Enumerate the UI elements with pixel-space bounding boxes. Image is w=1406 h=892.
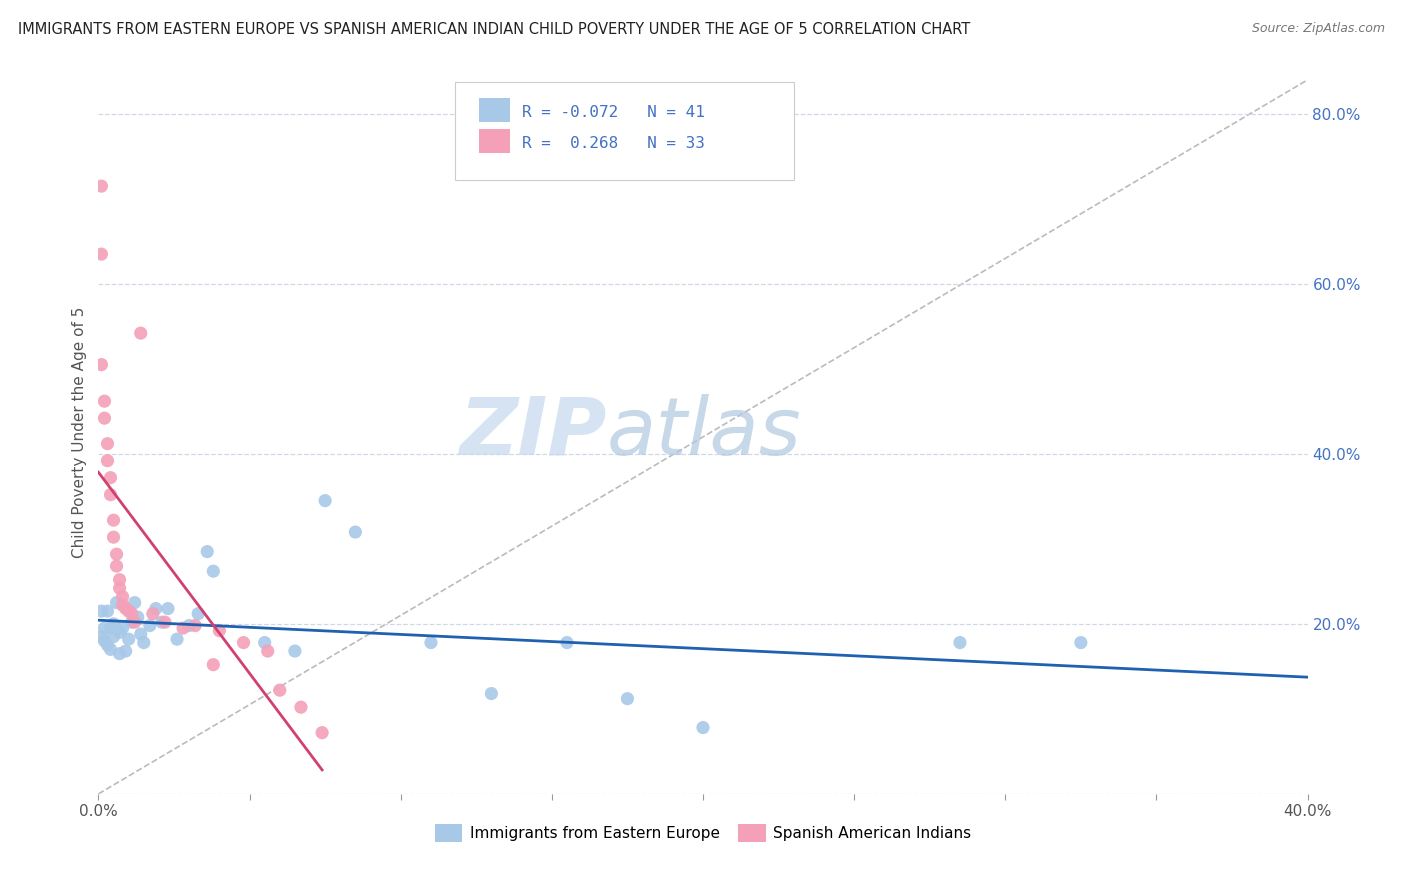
Point [114, 644, 136, 658]
Point [108, 581, 131, 595]
Point [132, 635, 155, 649]
Point [314, 493, 336, 508]
Point [311, 725, 333, 739]
Point [90, 358, 112, 372]
Point [139, 618, 162, 632]
Point [344, 524, 367, 539]
FancyBboxPatch shape [479, 129, 509, 153]
Legend: Immigrants from Eastern Europe, Spanish American Indians: Immigrants from Eastern Europe, Spanish … [429, 818, 977, 847]
Point [90, 630, 112, 644]
Point [111, 621, 134, 635]
Text: IMMIGRANTS FROM EASTERN EUROPE VS SPANISH AMERICAN INDIAN CHILD POVERTY UNDER TH: IMMIGRANTS FROM EASTERN EUROPE VS SPANIS… [18, 22, 970, 37]
Point [100, 642, 122, 657]
Point [111, 598, 134, 612]
Point [96, 436, 118, 450]
Point [692, 721, 714, 735]
Point [103, 530, 125, 544]
Text: R =  0.268   N = 33: R = 0.268 N = 33 [522, 136, 704, 151]
Point [93, 633, 115, 648]
Point [96, 453, 118, 467]
Point [121, 615, 143, 630]
Point [420, 635, 443, 649]
Point [93, 394, 115, 409]
Point [284, 644, 307, 658]
Point [232, 635, 254, 649]
Point [105, 547, 128, 561]
Point [103, 513, 125, 527]
FancyBboxPatch shape [456, 82, 793, 180]
Point [172, 621, 194, 635]
Y-axis label: Child Poverty Under the Age of 5: Child Poverty Under the Age of 5 [72, 307, 87, 558]
Point [90, 179, 112, 194]
Point [202, 657, 225, 672]
Point [103, 630, 125, 644]
Point [105, 596, 128, 610]
Point [256, 644, 278, 658]
Point [96, 638, 118, 652]
Point [253, 635, 276, 649]
Point [555, 635, 578, 649]
Point [90, 604, 112, 618]
Text: atlas: atlas [606, 393, 801, 472]
Point [156, 601, 179, 615]
Text: Source: ZipAtlas.com: Source: ZipAtlas.com [1251, 22, 1385, 36]
Point [100, 621, 122, 635]
Point [481, 687, 503, 701]
Point [269, 683, 291, 698]
Point [124, 615, 146, 630]
Point [96, 604, 118, 618]
Point [108, 573, 131, 587]
Point [108, 625, 131, 640]
Point [1070, 635, 1092, 649]
Text: R = -0.072   N = 41: R = -0.072 N = 41 [522, 105, 704, 120]
Point [129, 627, 152, 641]
Point [949, 635, 972, 649]
Point [100, 488, 122, 502]
Point [290, 700, 312, 714]
Point [108, 647, 131, 661]
Point [121, 607, 143, 621]
Point [118, 632, 141, 647]
Point [129, 326, 152, 341]
Point [166, 632, 188, 647]
Point [105, 559, 128, 574]
Point [202, 564, 225, 578]
Point [142, 607, 165, 621]
Point [93, 621, 115, 635]
Point [111, 590, 134, 604]
Point [114, 601, 136, 615]
Point [90, 247, 112, 261]
Point [195, 544, 218, 558]
Point [100, 471, 122, 485]
FancyBboxPatch shape [479, 98, 509, 121]
Point [93, 411, 115, 425]
Point [118, 604, 141, 618]
Text: ZIP: ZIP [458, 393, 606, 472]
Point [184, 618, 207, 632]
Point [124, 596, 146, 610]
Point [127, 610, 149, 624]
Point [150, 615, 173, 630]
Point [153, 615, 176, 630]
Point [208, 624, 231, 638]
Point [103, 616, 125, 631]
Point [616, 691, 638, 706]
Point [187, 607, 209, 621]
Point [145, 601, 167, 615]
Point [179, 618, 201, 632]
